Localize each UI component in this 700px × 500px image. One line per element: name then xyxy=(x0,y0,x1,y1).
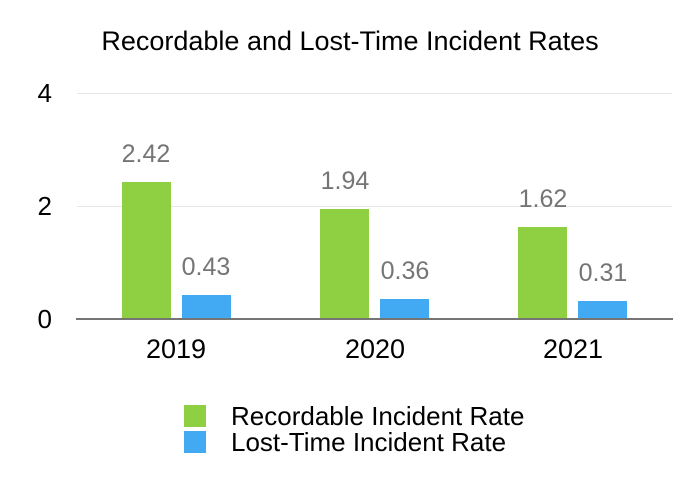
x-axis-line xyxy=(76,318,673,320)
data-label-lost-time-2020: 0.36 xyxy=(380,257,430,285)
bar-recordable-2020 xyxy=(320,209,369,319)
legend-swatch-recordable xyxy=(184,405,206,427)
chart-title: Recordable and Lost-Time Incident Rates xyxy=(101,26,599,56)
bar-lost-time-2019 xyxy=(182,295,231,319)
bar-recordable-2021 xyxy=(518,227,567,319)
legend-label-recordable: Recordable Incident Rate xyxy=(231,401,525,431)
gridline-y2 xyxy=(77,206,672,207)
legend: Recordable Incident Rate Lost-Time Incid… xyxy=(184,403,524,455)
data-label-recordable-2021: 1.62 xyxy=(518,185,568,213)
y-tick-label-2: 2 xyxy=(37,191,52,221)
legend-item-lost-time: Lost-Time Incident Rate xyxy=(184,429,524,455)
data-label-lost-time-2021: 0.31 xyxy=(578,259,628,287)
data-label-recordable-2020: 1.94 xyxy=(320,167,370,195)
data-label-recordable-2019: 2.42 xyxy=(121,140,171,168)
y-tick-label-4: 4 xyxy=(37,78,52,108)
x-axis-label-2021: 2021 xyxy=(542,334,604,364)
legend-label-lost-time: Lost-Time Incident Rate xyxy=(231,427,507,457)
legend-item-recordable: Recordable Incident Rate xyxy=(184,403,524,429)
y-tick-label-0: 0 xyxy=(37,304,52,334)
data-label-lost-time-2019: 0.43 xyxy=(181,253,231,281)
x-axis-label-2020: 2020 xyxy=(344,334,406,364)
x-axis-label-2019: 2019 xyxy=(145,334,207,364)
bar-lost-time-2020 xyxy=(380,299,429,319)
gridline-y4 xyxy=(77,93,672,94)
legend-swatch-lost-time xyxy=(184,431,206,453)
bar-recordable-2019 xyxy=(122,182,171,319)
bar-lost-time-2021 xyxy=(578,301,627,319)
